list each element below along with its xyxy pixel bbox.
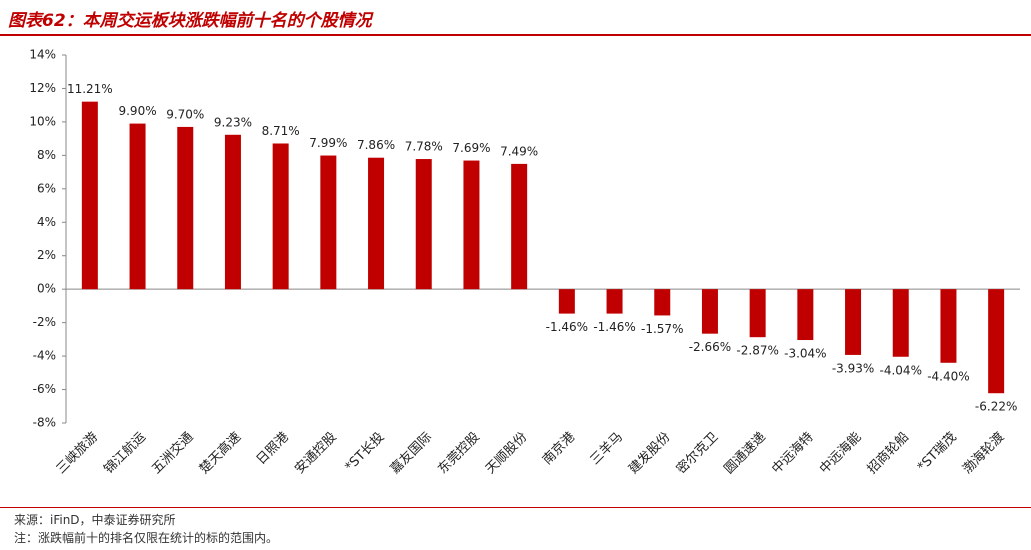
bar <box>272 143 289 290</box>
source: 来源：iFinD，中泰证券研究所 <box>14 513 176 527</box>
y-tick-label: -8% <box>33 416 56 430</box>
chart-title: 图表62：本周交运板块涨跌幅前十名的个股情况 <box>8 11 372 31</box>
bar <box>892 289 909 357</box>
bar <box>845 289 862 355</box>
x-tick-label: 东莞控股 <box>435 430 482 477</box>
bar <box>749 289 766 338</box>
x-tick-label: 三羊马 <box>587 429 626 468</box>
title-rule <box>0 34 1031 36</box>
value-label: 7.69% <box>452 141 490 155</box>
y-tick-label: 2% <box>37 248 56 262</box>
bar <box>797 289 814 341</box>
x-tick-label: 楚天高速 <box>196 429 244 477</box>
x-tick-label: 建发股份 <box>625 429 673 477</box>
value-label: 7.49% <box>500 144 538 158</box>
x-tick-label: 锦江航运 <box>101 429 149 477</box>
x-tick-label: 渤海轮渡 <box>959 429 1007 477</box>
x-tick-label: 嘉友国际 <box>387 429 435 477</box>
y-tick-label: -6% <box>33 382 56 396</box>
value-label: -3.93% <box>832 361 874 375</box>
value-label: -6.22% <box>975 400 1017 414</box>
bar <box>701 289 718 334</box>
value-label: 7.78% <box>405 140 443 154</box>
value-label: -2.87% <box>736 344 778 358</box>
x-tick-label: *ST长投 <box>342 429 388 475</box>
x-tick-label: 天顺股份 <box>483 430 530 477</box>
bar <box>940 289 957 363</box>
x-tick-label: 中远海特 <box>769 430 816 477</box>
y-tick-label: 14% <box>29 48 56 62</box>
bar <box>415 159 432 290</box>
y-tick-label: -4% <box>33 349 56 363</box>
bar <box>224 134 241 290</box>
value-label: -4.04% <box>880 363 922 377</box>
value-label: -1.57% <box>641 322 683 336</box>
x-tick-label: *ST瑞茂 <box>915 430 960 475</box>
bar <box>988 289 1005 394</box>
value-label: -4.40% <box>927 369 969 383</box>
value-label: -2.66% <box>689 340 731 354</box>
y-tick-label: 0% <box>37 282 56 296</box>
x-tick-label: 日照港 <box>254 430 292 468</box>
value-label: 8.71% <box>262 124 300 138</box>
value-label: 11.21% <box>67 82 113 96</box>
bar <box>463 160 480 290</box>
value-label: -1.46% <box>546 320 588 334</box>
note: 注：涨跌幅前十的排名仅限在统计的标的范围内。 <box>14 531 279 545</box>
x-tick-label: 圆通速递 <box>722 430 769 477</box>
value-label: -1.46% <box>593 320 635 334</box>
bar <box>81 101 98 290</box>
y-tick-label: 4% <box>37 215 56 229</box>
bar <box>368 157 385 290</box>
x-tick-label: 南京港 <box>539 429 578 468</box>
x-tick-label: 安通控股 <box>292 430 339 477</box>
x-tick-label: 五洲交通 <box>148 429 196 477</box>
value-label: 7.86% <box>357 138 395 152</box>
bar <box>654 289 671 316</box>
value-label: -3.04% <box>784 347 826 361</box>
bar <box>511 163 528 290</box>
y-tick-label: 6% <box>37 181 56 195</box>
x-tick-label: 招商轮船 <box>865 430 912 477</box>
chart: -8% -6% -4% -2% 0% 2% 4% 6% 8% 10% 12% 14% 三峡旅游 11.21… <box>29 48 1020 477</box>
x-tick-label: 三峡旅游 <box>54 430 101 477</box>
x-tick-label: 密尔克卫 <box>673 429 721 477</box>
bar <box>320 155 337 290</box>
value-label: 7.99% <box>309 136 347 150</box>
value-label: 9.23% <box>214 115 252 129</box>
footer-rule <box>0 507 1031 508</box>
bar <box>606 289 623 314</box>
y-tick-label: -2% <box>33 315 56 329</box>
y-tick-label: 8% <box>37 148 56 162</box>
bar <box>177 126 194 290</box>
bar <box>558 289 575 314</box>
y-tick-label: 12% <box>29 81 56 95</box>
value-label: 9.90% <box>118 104 156 118</box>
x-tick-label: 中远海能 <box>817 430 864 477</box>
bar <box>129 123 146 290</box>
value-label: 9.70% <box>166 107 204 121</box>
y-tick-label: 10% <box>29 114 56 128</box>
